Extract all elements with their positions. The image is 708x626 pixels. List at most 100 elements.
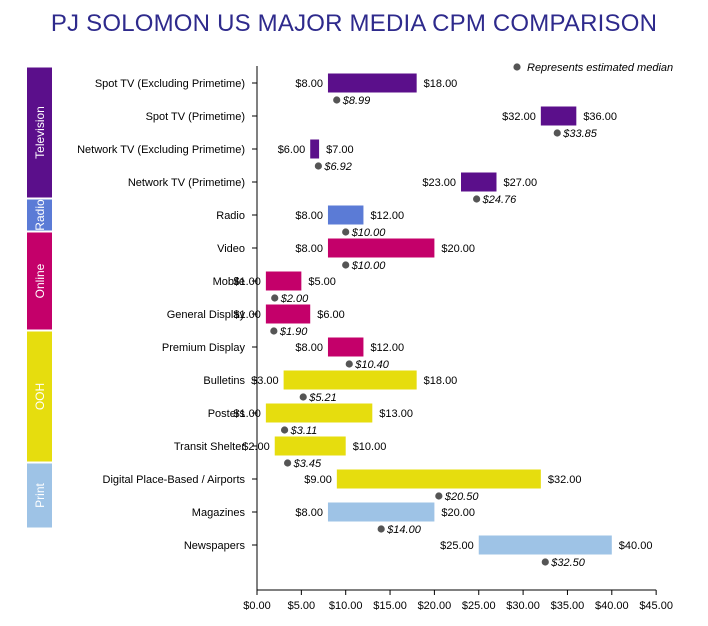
category-label: Digital Place-Based / Airports bbox=[103, 474, 246, 486]
median-label: $8.99 bbox=[342, 95, 371, 107]
range-bar bbox=[265, 271, 302, 291]
high-label: $5.00 bbox=[308, 276, 336, 288]
median-marker bbox=[473, 195, 481, 203]
high-label: $10.00 bbox=[353, 441, 387, 453]
low-label: $23.00 bbox=[422, 177, 456, 189]
median-label: $33.85 bbox=[562, 128, 598, 140]
group-band-radio bbox=[27, 199, 52, 231]
range-bar bbox=[327, 502, 435, 522]
x-tick-label: $15.00 bbox=[373, 600, 407, 612]
low-label: $8.00 bbox=[295, 342, 323, 354]
low-label: $3.00 bbox=[251, 375, 279, 387]
high-label: $18.00 bbox=[424, 78, 458, 90]
range-bar bbox=[461, 172, 497, 192]
chart-title: PJ SOLOMON US MAJOR MEDIA CPM COMPARISON bbox=[50, 10, 658, 37]
high-label: $36.00 bbox=[583, 111, 617, 123]
median-marker bbox=[270, 327, 278, 335]
x-tick-label: $35.00 bbox=[551, 600, 585, 612]
category-label: Spot TV (Primetime) bbox=[146, 111, 245, 123]
median-marker bbox=[342, 261, 350, 269]
range-bar bbox=[283, 370, 417, 390]
group-label: Radio bbox=[33, 199, 47, 231]
high-label: $27.00 bbox=[503, 177, 537, 189]
group-label: OOH bbox=[33, 383, 47, 410]
category-label: Transit Shelter bbox=[174, 441, 245, 453]
low-label: $25.00 bbox=[440, 540, 474, 552]
legend-marker bbox=[513, 63, 521, 71]
low-label: $8.00 bbox=[295, 78, 323, 90]
high-label: $13.00 bbox=[379, 408, 413, 420]
median-label: $10.00 bbox=[351, 227, 387, 239]
category-label: Network TV (Excluding Primetime) bbox=[77, 144, 245, 156]
x-tick-label: $45.00 bbox=[639, 600, 673, 612]
group-label: Print bbox=[33, 483, 47, 508]
high-label: $12.00 bbox=[370, 210, 404, 222]
median-label: $14.00 bbox=[386, 524, 422, 536]
high-label: $32.00 bbox=[548, 474, 582, 486]
median-marker bbox=[299, 393, 307, 401]
low-label: $8.00 bbox=[295, 507, 323, 519]
high-label: $20.00 bbox=[441, 243, 475, 255]
low-label: $1.00 bbox=[233, 408, 261, 420]
high-label: $7.00 bbox=[326, 144, 354, 156]
category-label: Newspapers bbox=[184, 540, 246, 552]
low-label: $8.00 bbox=[295, 210, 323, 222]
category-label: Radio bbox=[216, 210, 245, 222]
group-band-television bbox=[27, 67, 52, 198]
range-bar bbox=[478, 535, 612, 555]
median-marker bbox=[284, 459, 292, 467]
median-label: $3.11 bbox=[290, 425, 318, 437]
x-tick-label: $40.00 bbox=[595, 600, 629, 612]
median-marker bbox=[553, 129, 561, 137]
range-bar bbox=[265, 403, 373, 423]
range-bar bbox=[327, 205, 364, 225]
high-label: $40.00 bbox=[619, 540, 653, 552]
low-label: $32.00 bbox=[502, 111, 536, 123]
range-bar bbox=[310, 139, 320, 159]
median-label: $20.50 bbox=[444, 491, 480, 503]
median-label: $24.76 bbox=[482, 194, 518, 206]
group-band-online bbox=[27, 232, 52, 330]
low-label: $1.00 bbox=[233, 276, 261, 288]
range-bar bbox=[540, 106, 577, 126]
median-label: $3.45 bbox=[293, 458, 322, 470]
range-bar bbox=[327, 238, 435, 258]
group-label: Television bbox=[33, 106, 47, 159]
median-label: $32.50 bbox=[550, 557, 586, 569]
group-band-ooh bbox=[27, 331, 52, 462]
low-label: $1.00 bbox=[233, 309, 261, 321]
median-label: $5.21 bbox=[308, 392, 337, 404]
category-label: General Display bbox=[167, 309, 246, 321]
median-label: $10.00 bbox=[351, 260, 387, 272]
x-tick-label: $30.00 bbox=[506, 600, 540, 612]
median-label: $1.90 bbox=[279, 326, 308, 338]
high-label: $6.00 bbox=[317, 309, 345, 321]
median-marker bbox=[333, 96, 341, 104]
group-band-print bbox=[27, 463, 52, 528]
range-bar bbox=[336, 469, 541, 489]
median-label: $10.40 bbox=[354, 359, 390, 371]
median-marker bbox=[314, 162, 322, 170]
median-marker bbox=[345, 360, 353, 368]
x-tick-label: $25.00 bbox=[462, 600, 496, 612]
median-marker bbox=[541, 558, 549, 566]
median-label: $2.00 bbox=[280, 293, 309, 305]
category-label: Premium Display bbox=[162, 342, 246, 354]
group-label: Online bbox=[33, 263, 47, 298]
high-label: $12.00 bbox=[370, 342, 404, 354]
category-label: Network TV (Primetime) bbox=[128, 177, 245, 189]
range-bar bbox=[327, 337, 364, 357]
median-marker bbox=[377, 525, 385, 533]
median-marker bbox=[435, 492, 443, 500]
category-label: Posters bbox=[208, 408, 246, 420]
category-label: Spot TV (Excluding Primetime) bbox=[95, 78, 245, 90]
low-label: $8.00 bbox=[295, 243, 323, 255]
x-tick-label: $10.00 bbox=[329, 600, 363, 612]
category-label: Video bbox=[217, 243, 245, 255]
range-bar bbox=[327, 73, 417, 93]
category-label: Bulletins bbox=[203, 375, 245, 387]
median-marker bbox=[271, 294, 279, 302]
x-tick-label: $0.00 bbox=[243, 600, 271, 612]
low-label: $9.00 bbox=[304, 474, 332, 486]
